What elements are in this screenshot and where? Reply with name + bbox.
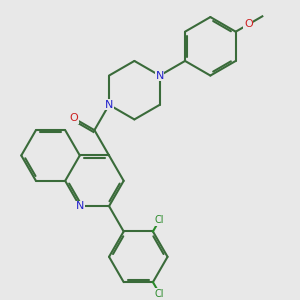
Text: O: O (70, 113, 79, 123)
Text: N: N (76, 201, 84, 211)
Text: Cl: Cl (155, 215, 164, 225)
Text: N: N (155, 70, 164, 81)
Text: Cl: Cl (155, 289, 164, 298)
Text: N: N (105, 100, 113, 110)
Text: O: O (244, 20, 253, 29)
